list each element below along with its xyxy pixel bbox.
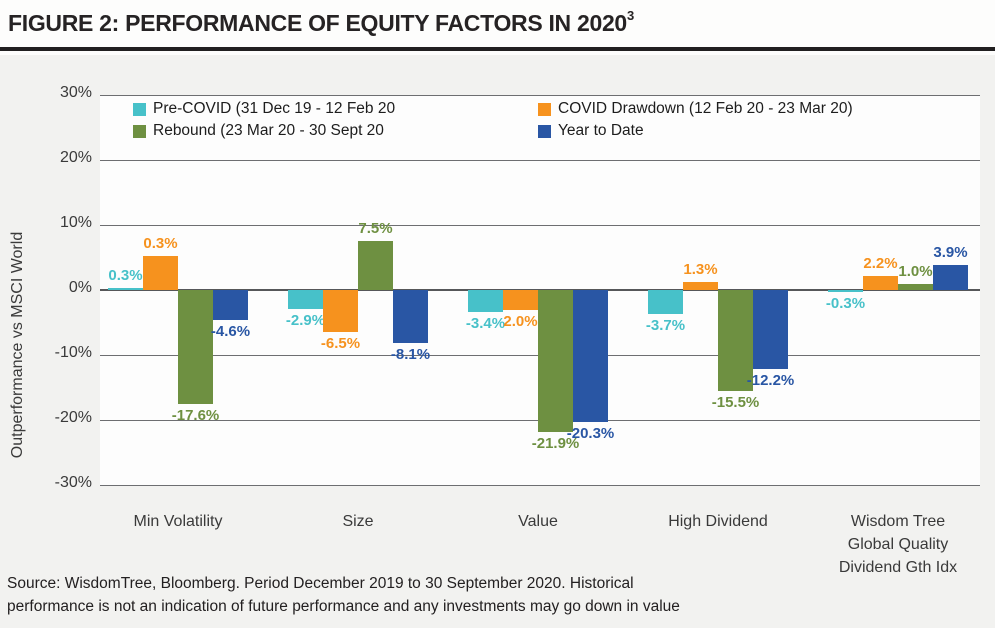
bar xyxy=(288,290,323,309)
bar xyxy=(503,290,538,310)
bar xyxy=(828,290,863,292)
source-line-2: performance is not an indication of futu… xyxy=(7,597,680,615)
x-axis-label: Value xyxy=(453,510,623,533)
legend-item: Year to Date xyxy=(538,121,644,141)
title-underline xyxy=(0,47,995,51)
bar xyxy=(898,283,933,290)
bar-value-label: 2.0% xyxy=(503,312,538,330)
bar-value-label: 1.3% xyxy=(683,260,718,278)
x-axis-label: Wisdom Tree Global Quality Dividend Gth Id… xyxy=(813,510,983,579)
bar xyxy=(753,290,788,370)
bar-value-label: 0.3% xyxy=(108,267,143,284)
bar xyxy=(863,275,898,290)
x-axis-label: Size xyxy=(273,510,443,533)
legend-swatch-icon xyxy=(538,102,551,116)
x-axis-label-line: Size xyxy=(342,513,374,530)
legend-label: COVID Drawdown (12 Feb 20 - 23 Mar 20) xyxy=(558,100,853,117)
bar xyxy=(178,290,213,405)
gridline xyxy=(100,160,980,161)
legend-swatch-icon xyxy=(133,124,146,138)
bar xyxy=(683,281,718,290)
y-tick-label: 20% xyxy=(59,149,92,166)
bar-value-label: -2.9% xyxy=(285,311,326,329)
bar-value-label: 7.5% xyxy=(358,220,393,238)
bar xyxy=(213,290,248,320)
bar-value-label: -20.3% xyxy=(566,424,615,442)
bar-value-label: -6.5% xyxy=(320,335,361,353)
bar-value-label: 0.3% xyxy=(143,235,178,253)
bar-value-label: 3.9% xyxy=(933,243,968,261)
legend-swatch-icon xyxy=(538,124,551,138)
bar xyxy=(538,290,573,433)
bar xyxy=(573,290,608,422)
bar xyxy=(108,288,143,290)
bar-value-label: -8.1% xyxy=(390,345,431,363)
legend-label: Pre-COVID (31 Dec 19 - 12 Feb 20 xyxy=(153,100,396,117)
x-axis-label-line: Dividend Gth Idx xyxy=(838,559,958,576)
gridline xyxy=(100,485,980,486)
bar-value-label: -3.4% xyxy=(465,315,506,333)
legend-swatch-icon xyxy=(133,102,146,116)
bar xyxy=(323,290,358,333)
y-tick-label: -10% xyxy=(54,344,92,361)
bar-value-label: 1.0% xyxy=(898,262,933,280)
x-axis-label: High Dividend xyxy=(633,510,803,533)
source-line-1: Source: WisdomTree, Bloomberg. Period De… xyxy=(7,575,634,592)
bar xyxy=(143,256,178,290)
bar-value-label: 2.2% xyxy=(863,254,898,272)
figure-title-text: FIGURE 2: PERFORMANCE OF EQUITY FACTORS … xyxy=(8,10,627,36)
bar xyxy=(358,241,393,290)
legend-item: COVID Drawdown (12 Feb 20 - 23 Mar 20) xyxy=(538,99,853,119)
bar-value-label: -3.7% xyxy=(645,317,686,335)
y-tick-label: -20% xyxy=(54,409,92,426)
y-tick-label: -30% xyxy=(54,474,92,491)
bar-value-label: -17.6% xyxy=(171,407,220,425)
legend-item: Rebound (23 Mar 20 - 30 Sept 20 xyxy=(133,121,384,141)
bar xyxy=(648,290,683,315)
x-axis-label-line: Value xyxy=(518,513,558,530)
x-axis-label-line: Global Quality xyxy=(847,536,949,553)
y-tick-label: 10% xyxy=(59,214,92,231)
bar xyxy=(933,264,968,290)
bar-value-label: -21.9% xyxy=(531,435,580,453)
bar-value-label: -12.2% xyxy=(746,372,795,390)
bar-value-label: -4.6% xyxy=(210,322,251,340)
bar-value-label: -0.3% xyxy=(825,295,866,312)
y-tick-label: 30% xyxy=(59,84,92,101)
bar-value-label: -15.5% xyxy=(711,393,760,411)
legend-item: Pre-COVID (31 Dec 19 - 12 Feb 20 xyxy=(133,99,395,119)
legend-label: Rebound (23 Mar 20 - 30 Sept 20 xyxy=(153,122,384,139)
title-bar: FIGURE 2: PERFORMANCE OF EQUITY FACTORS … xyxy=(0,0,995,55)
x-axis-label-line: Min Volatility xyxy=(133,513,223,530)
legend-label: Year to Date xyxy=(558,122,644,139)
source-note: Source: WisdomTree, Bloomberg. Period De… xyxy=(7,573,827,618)
chart-panel: Outperformance vs MSCI World 30% 20% 10% 0%… xyxy=(0,55,995,628)
x-axis-label: Min Volatility xyxy=(93,510,263,533)
y-tick-label: 0% xyxy=(68,279,92,296)
bar xyxy=(393,290,428,343)
gridline xyxy=(100,225,980,226)
bar xyxy=(468,290,503,313)
figure-title: FIGURE 2: PERFORMANCE OF EQUITY FACTORS … xyxy=(8,8,634,37)
figure-title-superscript: 3 xyxy=(626,8,634,23)
bar xyxy=(718,290,753,391)
x-axis-label-line: Wisdom Tree xyxy=(850,513,946,530)
x-axis-label-line: High Dividend xyxy=(668,513,768,530)
gridline xyxy=(100,95,980,96)
plot-area: 0.3% -2.9% -3.4% -3.7% -0.3% 0.3% -6.5% 2.0% 1.3… xyxy=(100,95,980,486)
